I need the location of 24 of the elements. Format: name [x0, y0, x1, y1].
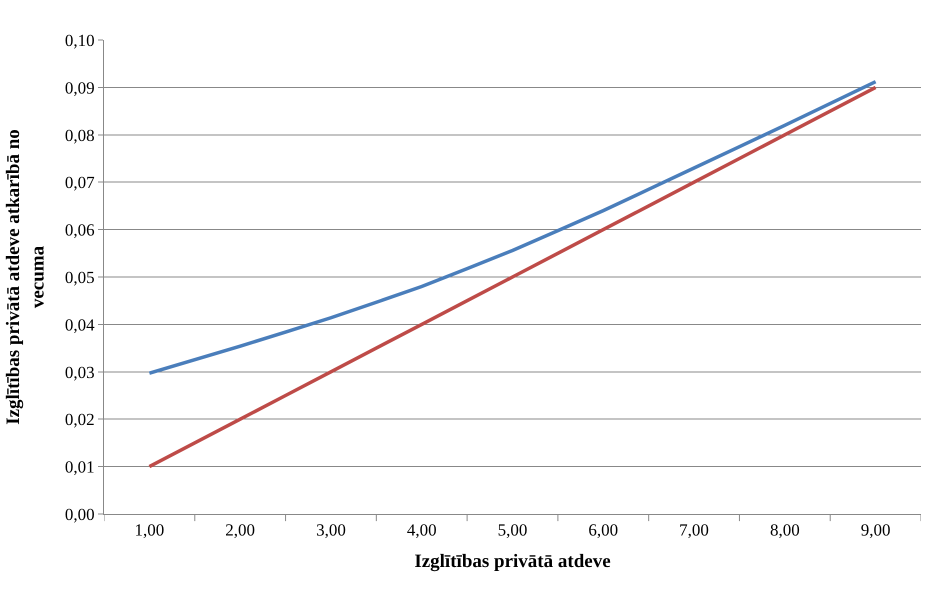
y-tick-label: 0,04: [64, 315, 96, 334]
y-tick-label: 0,09: [64, 78, 95, 98]
y-tick-label: 0,03: [64, 362, 95, 382]
y-tick-label: 0,00: [64, 504, 95, 524]
y-tick-label: 0,07: [64, 173, 96, 192]
x-tick-label: 1,00: [134, 520, 164, 540]
y-tick-label: 0,01: [64, 458, 95, 477]
y-tick-label: 0,05: [64, 268, 95, 287]
x-tick-label: 2,00: [225, 520, 256, 540]
x-tick-label: 3,00: [316, 520, 346, 540]
y-tick-label: 0,08: [64, 126, 95, 145]
x-tick-label: 5,00: [498, 520, 528, 540]
line-series: [148, 80, 878, 375]
x-tick-label: 9,00: [860, 520, 890, 540]
x-tick-label: 7,00: [679, 520, 709, 540]
y-tick-label: 0,02: [64, 410, 95, 430]
y-tick-label: 0,06: [64, 220, 95, 240]
x-tick-label: 8,00: [770, 520, 800, 540]
x-tick-label: 6,00: [588, 520, 618, 540]
x-axis-title: Izglītības privātā atdeve: [414, 551, 611, 572]
x-tick-label: 4,00: [406, 520, 437, 540]
line-series: [148, 86, 878, 468]
y-tick-label: 0,10: [64, 30, 95, 50]
y-axis-title: Izglītības privātā atdeve atkarībā no vecuma: [3, 129, 49, 425]
